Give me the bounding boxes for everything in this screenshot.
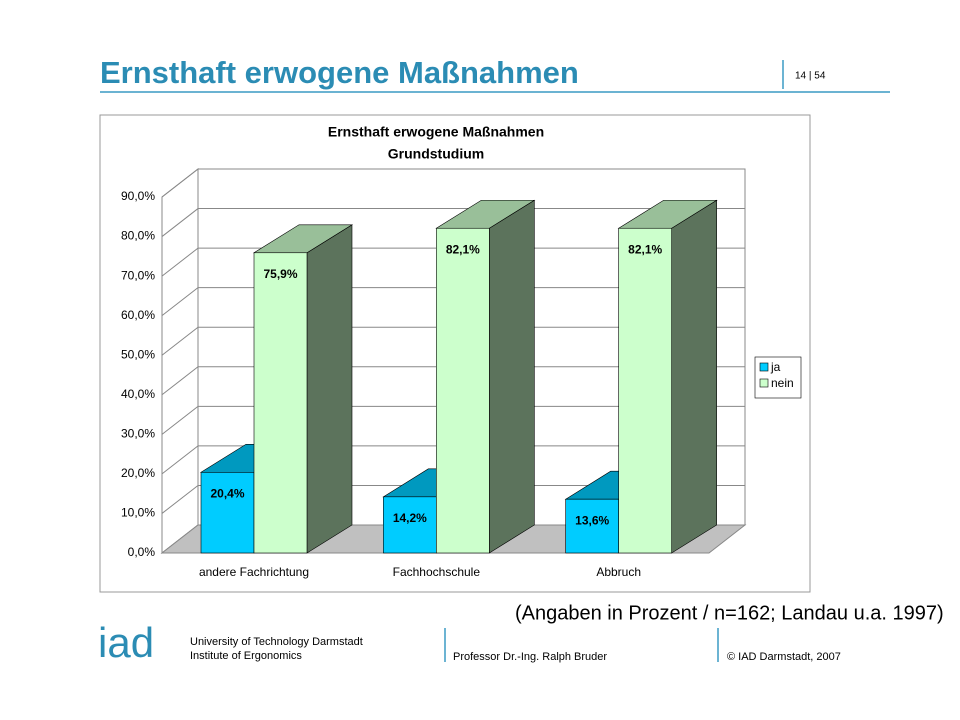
grid-line [161, 208, 745, 237]
value-label: 82,1% [446, 242, 480, 256]
grid-line [161, 484, 745, 514]
grid-line [161, 247, 745, 277]
value-label: 13,6% [575, 513, 609, 527]
legend-swatch [759, 362, 769, 372]
bar-front [200, 472, 255, 554]
bar [617, 199, 718, 554]
institute: Institute of Ergonomics [190, 650, 302, 662]
bar-side [671, 199, 717, 554]
bar-front [436, 227, 490, 554]
y-tick-label: 0,0% [128, 545, 156, 559]
copyright: © IAD Darmstadt, 2007 [727, 651, 841, 663]
page-number: 14 | 54 [795, 71, 826, 82]
x-tick-label: andere Fachrichtung [199, 565, 309, 579]
y-tick-label: 50,0% [121, 347, 155, 361]
grid-line [161, 326, 745, 356]
source-note: (Angaben in Prozent / n=162; Landau u.a.… [515, 602, 944, 624]
y-tick-label: 80,0% [121, 229, 155, 243]
value-label: 82,1% [628, 242, 662, 256]
grid-line [161, 287, 745, 317]
bar-side [489, 199, 535, 554]
y-tick-label: 90,0% [121, 189, 155, 203]
bar-front [253, 252, 308, 554]
professor: Professor Dr.-Ing. Ralph Bruder [453, 651, 607, 663]
x-tick-label: Abbruch [596, 565, 641, 579]
y-tick-label: 60,0% [121, 308, 155, 322]
grid-line [161, 366, 745, 396]
chart-subtitle: Grundstudium [388, 146, 484, 162]
bar-front [565, 498, 619, 554]
y-tick-label: 40,0% [121, 387, 155, 401]
x-tick-label: Fachhochschule [393, 565, 481, 579]
logo: iad [98, 619, 154, 666]
grid-line [161, 168, 745, 198]
y-tick-label: 10,0% [121, 506, 155, 520]
value-label: 14,2% [393, 511, 427, 525]
bar [435, 199, 536, 554]
plot: 0,0% 10,0% 20,0% 30,0% 40,0% 50,0% 60,0% 70,0% 8… [121, 167, 802, 579]
value-label: 20,4% [210, 486, 244, 500]
bar-side [306, 224, 353, 554]
legend-label: nein [771, 376, 794, 390]
bar-front [383, 496, 437, 554]
side-wall [161, 167, 199, 555]
legend-label: ja [770, 360, 781, 374]
value-label: 75,9% [263, 267, 297, 281]
grid-line [161, 445, 745, 475]
grid-line [161, 405, 745, 435]
slide-title: Ernsthaft erwogene Maßnahmen [100, 55, 579, 90]
y-tick-label: 70,0% [121, 268, 155, 282]
university: University of Technology Darmstadt [190, 636, 363, 648]
bar-front [618, 227, 672, 554]
legend-swatch [759, 378, 769, 388]
y-tick-label: 20,0% [121, 466, 155, 480]
chart-title: Ernsthaft erwogene Maßnahmen [328, 124, 544, 140]
y-tick-label: 30,0% [121, 427, 155, 441]
bar [252, 224, 354, 554]
